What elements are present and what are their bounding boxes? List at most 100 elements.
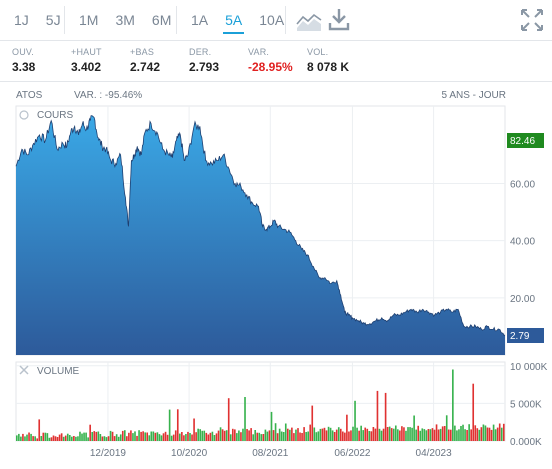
period-toolbar: 1J 5J 1M 3M 6M 1A 5A 10A — [0, 0, 552, 41]
x-tick-label: 04/2023 — [416, 448, 453, 459]
volume-bar — [103, 436, 106, 441]
volume-bar — [246, 429, 248, 441]
volume-title: VOLUME — [37, 366, 80, 377]
volume-bar — [30, 433, 32, 441]
volume-bar — [34, 436, 36, 441]
stat-value: 2.742 — [130, 60, 161, 74]
volume-bar — [132, 433, 134, 441]
period-10a-button[interactable]: 10A — [259, 12, 285, 28]
volume-bar — [443, 426, 446, 441]
volume-bar — [242, 428, 244, 441]
volume-bar — [54, 436, 57, 441]
volume-bar — [494, 429, 497, 441]
volume-bar — [189, 433, 191, 441]
period-1m-button[interactable]: 1M — [79, 12, 99, 28]
volume-panel-title: VOLUME — [19, 365, 80, 377]
volume-bar — [85, 432, 87, 441]
volume-bar — [319, 428, 322, 441]
volume-bar — [362, 430, 365, 441]
volume-bar — [435, 424, 438, 441]
chart-variation: VAR. : -95.46% — [74, 90, 143, 101]
volume-bar — [81, 433, 83, 441]
volume-bar — [148, 435, 151, 441]
volume-bar — [309, 424, 312, 441]
volume-bar — [441, 426, 444, 441]
cours-panel-title: COURS — [19, 110, 73, 121]
volume-bar — [50, 437, 53, 441]
volume-bar — [492, 424, 495, 441]
volume-bar — [203, 430, 206, 441]
volume-bar — [305, 432, 307, 441]
volume-bar — [44, 432, 47, 441]
volume-panel-frame — [15, 361, 506, 442]
volume-bar — [97, 431, 100, 441]
volume-bar — [240, 432, 242, 441]
volume-bar — [429, 429, 432, 441]
volume-bar — [234, 429, 236, 441]
volume-bar — [46, 433, 49, 441]
stat-value: 3.402 — [71, 60, 102, 74]
volume-bar — [73, 436, 75, 441]
volume-bar — [42, 432, 45, 441]
volume-bar — [238, 430, 240, 441]
volume-bar — [488, 427, 491, 441]
download-icon[interactable] — [327, 8, 353, 32]
price-y-tick-label: 60.00 — [510, 179, 535, 190]
volume-bar — [209, 432, 212, 441]
period-3m-button[interactable]: 3M — [115, 12, 135, 28]
volume-bar — [454, 425, 456, 441]
period-1j-button[interactable]: 1J — [14, 12, 29, 28]
volume-bar — [113, 436, 116, 441]
period-5a-button[interactable]: 5A — [223, 12, 245, 34]
volume-bar — [62, 436, 65, 441]
fullscreen-icon[interactable] — [520, 8, 546, 32]
volume-bar — [280, 431, 283, 441]
volume-bar — [468, 424, 470, 441]
volume-bar — [205, 432, 208, 441]
line-chart-type-icon[interactable] — [296, 8, 322, 32]
volume-bar — [346, 414, 348, 441]
period-6m-button[interactable]: 6M — [151, 12, 172, 28]
volume-bar — [136, 435, 138, 441]
volume-bar — [258, 432, 261, 441]
volume-bar — [68, 435, 71, 441]
volume-bar — [219, 427, 222, 441]
volume-bar — [445, 415, 448, 441]
volume-bar — [496, 427, 499, 441]
x-tick-label: 08/2021 — [252, 448, 289, 459]
volume-bar — [115, 434, 118, 441]
volume-bar — [431, 428, 434, 441]
period-5j-button[interactable]: 5J — [45, 12, 61, 28]
volume-bar — [405, 430, 407, 441]
volume-bar — [52, 435, 55, 441]
volume-bar — [217, 430, 220, 441]
volume-bar — [303, 427, 305, 441]
volume-bar — [83, 432, 85, 441]
volume-bar — [433, 429, 436, 441]
price-area — [16, 115, 505, 355]
volume-bar — [358, 430, 360, 441]
stat-volume: VOL. 8 078 K — [307, 47, 349, 74]
volume-bar — [87, 437, 89, 441]
x-tick-label: 10/2020 — [171, 448, 208, 459]
volume-bar — [123, 430, 126, 441]
volume-bar — [144, 432, 146, 441]
volume-bar — [386, 427, 389, 441]
volume-bar — [470, 429, 472, 441]
volume-bar — [411, 427, 413, 441]
volume-bar — [425, 430, 428, 441]
toolbar-divider — [176, 6, 177, 34]
volume-bar — [32, 436, 34, 441]
volume-bar — [474, 425, 477, 441]
volume-bar — [370, 431, 373, 441]
period-1a-button[interactable]: 1A — [191, 12, 209, 28]
volume-bar — [244, 397, 246, 441]
volume-bar — [415, 429, 417, 441]
volume-bar — [291, 427, 293, 441]
volume-bar — [121, 430, 124, 441]
volume-bar — [421, 428, 424, 441]
volume-bar — [500, 427, 503, 441]
volume-bar — [276, 433, 279, 441]
stat-value: 2.793 — [189, 60, 220, 74]
volume-bar — [498, 423, 501, 441]
